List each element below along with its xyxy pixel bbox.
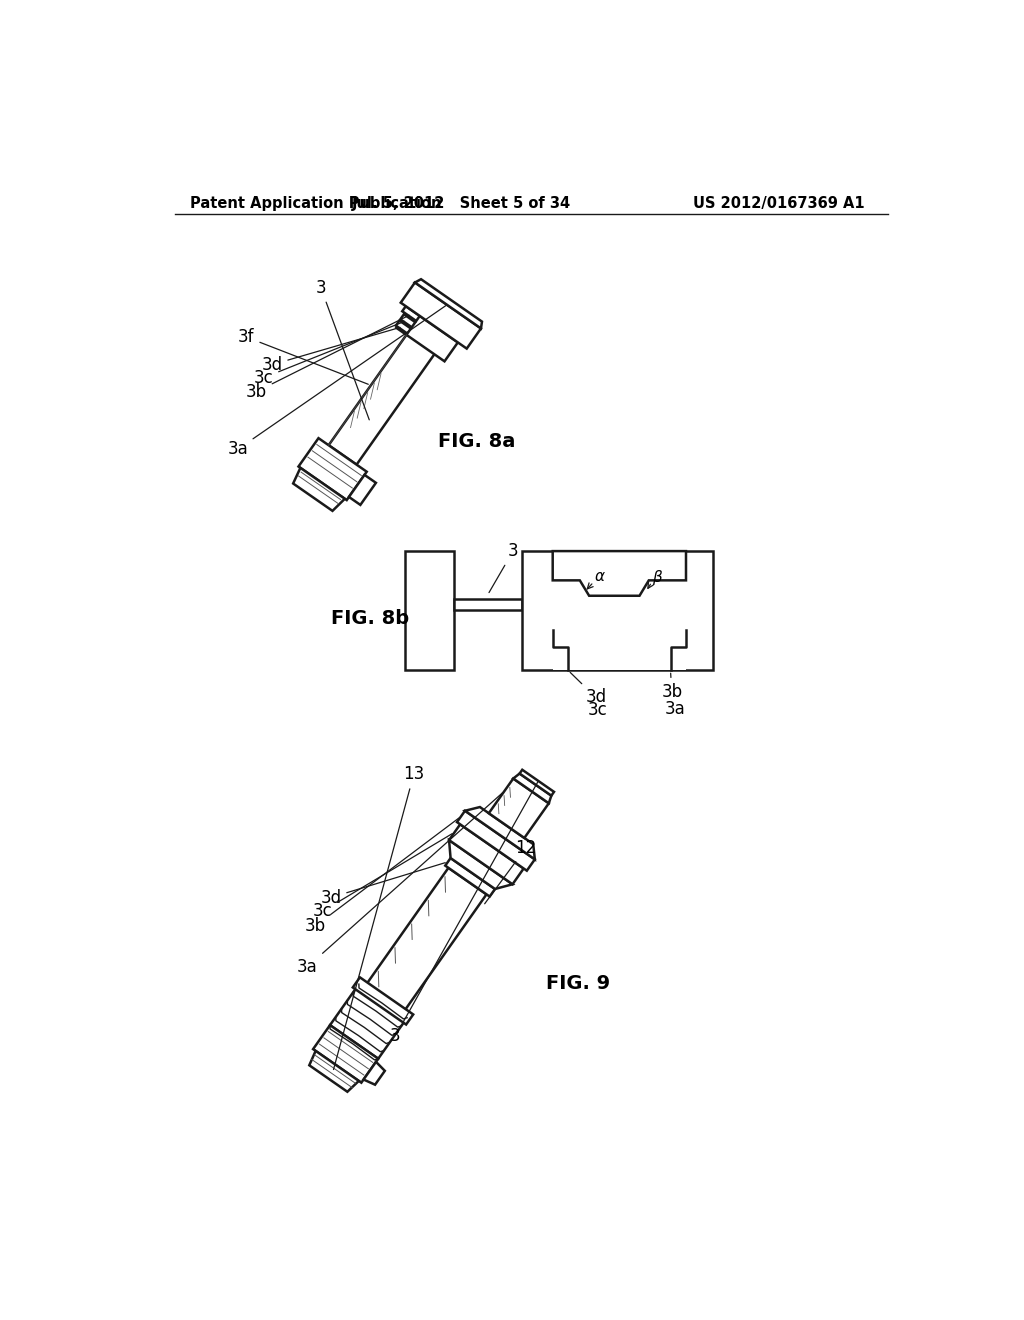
Bar (454, 599, 521, 610)
Text: FIG. 9: FIG. 9 (547, 974, 610, 994)
Polygon shape (364, 867, 486, 1014)
Polygon shape (445, 858, 495, 896)
Text: 3c: 3c (254, 321, 404, 387)
Text: 3: 3 (489, 543, 518, 593)
Polygon shape (450, 840, 513, 888)
Polygon shape (396, 321, 411, 334)
Text: 13: 13 (334, 766, 424, 1069)
Text: 3a: 3a (227, 305, 447, 458)
Polygon shape (364, 1061, 385, 1085)
Polygon shape (353, 977, 414, 1024)
Text: FIG. 8a: FIG. 8a (438, 432, 515, 451)
Text: 3b: 3b (662, 673, 682, 701)
Polygon shape (293, 467, 345, 511)
Polygon shape (396, 309, 458, 362)
Text: 3f: 3f (238, 329, 369, 384)
Text: 3c: 3c (588, 701, 607, 719)
Polygon shape (313, 1026, 378, 1082)
Text: $\beta$: $\beta$ (652, 568, 664, 587)
Text: Patent Application Publication: Patent Application Publication (190, 195, 441, 211)
Text: 3: 3 (315, 279, 370, 420)
Bar (521, 552, 713, 671)
Polygon shape (330, 985, 408, 1059)
Text: 3c: 3c (312, 834, 453, 920)
Polygon shape (519, 770, 554, 796)
Polygon shape (400, 282, 481, 348)
Polygon shape (400, 314, 416, 327)
Text: 3d: 3d (570, 672, 606, 706)
Polygon shape (553, 630, 686, 671)
Polygon shape (329, 315, 447, 465)
Text: $\alpha$: $\alpha$ (594, 570, 605, 585)
Polygon shape (513, 774, 551, 804)
Text: FIG. 8b: FIG. 8b (331, 609, 410, 627)
Polygon shape (553, 552, 686, 595)
Polygon shape (450, 824, 523, 884)
Text: 3d: 3d (261, 327, 400, 374)
Polygon shape (349, 475, 376, 504)
Polygon shape (488, 779, 549, 838)
Text: 3: 3 (390, 781, 539, 1045)
Text: 3b: 3b (246, 315, 410, 401)
Bar (406, 552, 454, 671)
Text: 3a: 3a (297, 793, 503, 975)
Text: 3d: 3d (321, 863, 445, 907)
Text: 3a: 3a (665, 700, 686, 718)
Polygon shape (457, 810, 535, 871)
Polygon shape (309, 1051, 358, 1092)
Text: US 2012/0167369 A1: US 2012/0167369 A1 (692, 195, 864, 211)
Text: 3b: 3b (305, 818, 459, 935)
Text: Jul. 5, 2012   Sheet 5 of 34: Jul. 5, 2012 Sheet 5 of 34 (351, 195, 570, 211)
Polygon shape (298, 438, 367, 500)
Polygon shape (465, 807, 535, 859)
Polygon shape (415, 280, 482, 329)
Polygon shape (402, 306, 420, 321)
Text: 12: 12 (484, 838, 537, 904)
